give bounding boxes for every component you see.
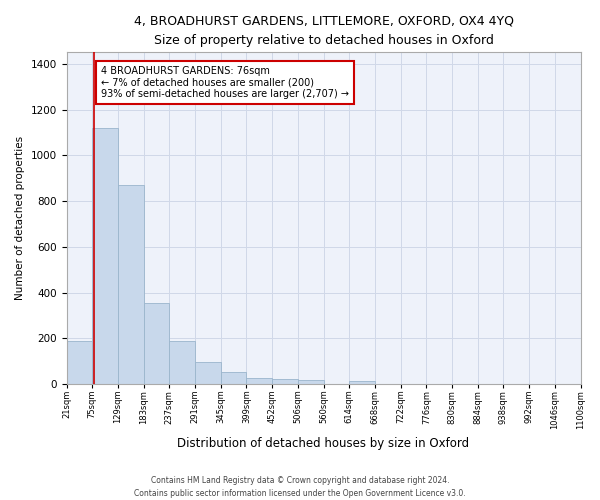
Bar <box>221 372 247 384</box>
Bar <box>247 378 272 384</box>
Title: 4, BROADHURST GARDENS, LITTLEMORE, OXFORD, OX4 4YQ
Size of property relative to : 4, BROADHURST GARDENS, LITTLEMORE, OXFOR… <box>134 15 514 47</box>
Bar <box>195 362 221 384</box>
Y-axis label: Number of detached properties: Number of detached properties <box>15 136 25 300</box>
X-axis label: Distribution of detached houses by size in Oxford: Distribution of detached houses by size … <box>178 437 470 450</box>
Bar <box>272 379 298 384</box>
Bar <box>349 380 375 384</box>
Bar <box>67 340 92 384</box>
Bar <box>143 303 169 384</box>
Text: Contains HM Land Registry data © Crown copyright and database right 2024.
Contai: Contains HM Land Registry data © Crown c… <box>134 476 466 498</box>
Bar <box>118 185 143 384</box>
Bar <box>298 380 323 384</box>
Bar <box>169 340 195 384</box>
Bar <box>92 128 118 384</box>
Text: 4 BROADHURST GARDENS: 76sqm
← 7% of detached houses are smaller (200)
93% of sem: 4 BROADHURST GARDENS: 76sqm ← 7% of deta… <box>101 66 349 100</box>
